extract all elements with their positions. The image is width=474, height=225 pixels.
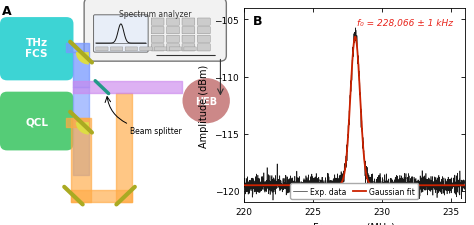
FancyBboxPatch shape: [110, 48, 123, 52]
FancyBboxPatch shape: [167, 27, 179, 35]
FancyBboxPatch shape: [182, 45, 195, 52]
FancyBboxPatch shape: [155, 48, 167, 52]
Y-axis label: Amplitude (dBm): Amplitude (dBm): [199, 64, 209, 147]
Exp. data: [456, 183, 461, 186]
Gaussian fit: [266, 184, 272, 187]
FancyBboxPatch shape: [184, 48, 196, 52]
Gaussian fit: [457, 184, 463, 187]
Gaussian fit: [434, 184, 439, 187]
FancyBboxPatch shape: [0, 92, 73, 151]
Circle shape: [182, 79, 230, 124]
Text: A: A: [2, 4, 12, 18]
Exp. data: [253, 186, 258, 188]
Line: Gaussian fit: Gaussian fit: [244, 37, 465, 185]
Text: f₀ = 228,066 ± 1 kHz: f₀ = 228,066 ± 1 kHz: [357, 19, 454, 28]
Exp. data: [415, 191, 421, 194]
Exp. data: [462, 187, 467, 190]
FancyBboxPatch shape: [197, 45, 210, 52]
FancyBboxPatch shape: [167, 36, 179, 43]
FancyBboxPatch shape: [151, 45, 164, 52]
FancyBboxPatch shape: [167, 19, 179, 26]
FancyBboxPatch shape: [84, 0, 227, 62]
FancyBboxPatch shape: [94, 16, 148, 53]
Line: Exp. data: Exp. data: [244, 29, 465, 200]
Text: B: B: [253, 15, 263, 28]
Text: Spectrum analyzer: Spectrum analyzer: [119, 10, 191, 19]
FancyBboxPatch shape: [197, 36, 210, 43]
Text: Beam splitter: Beam splitter: [130, 126, 182, 135]
Exp. data: [241, 182, 247, 184]
Wedge shape: [76, 123, 89, 135]
Legend: Exp. data, Gaussian fit: Exp. data, Gaussian fit: [290, 184, 419, 199]
FancyBboxPatch shape: [197, 19, 210, 26]
FancyBboxPatch shape: [197, 27, 210, 35]
FancyBboxPatch shape: [125, 48, 137, 52]
FancyBboxPatch shape: [96, 48, 108, 52]
Gaussian fit: [335, 184, 341, 187]
FancyBboxPatch shape: [151, 19, 164, 26]
X-axis label: Frequency (MHz): Frequency (MHz): [313, 222, 395, 225]
Exp. data: [456, 186, 461, 188]
Gaussian fit: [280, 184, 285, 187]
Text: HEB: HEB: [195, 96, 217, 106]
FancyBboxPatch shape: [151, 27, 164, 35]
Exp. data: [353, 27, 358, 30]
FancyBboxPatch shape: [0, 18, 73, 81]
Exp. data: [270, 199, 276, 202]
Gaussian fit: [326, 184, 331, 187]
FancyBboxPatch shape: [151, 36, 164, 43]
FancyBboxPatch shape: [182, 36, 195, 43]
Text: QCL: QCL: [25, 117, 48, 126]
Exp. data: [343, 160, 348, 162]
Gaussian fit: [462, 184, 467, 187]
Text: THz
FCS: THz FCS: [26, 38, 48, 59]
Exp. data: [348, 79, 354, 82]
FancyBboxPatch shape: [167, 45, 179, 52]
Gaussian fit: [241, 184, 247, 187]
FancyBboxPatch shape: [182, 19, 195, 26]
Gaussian fit: [352, 36, 358, 39]
Wedge shape: [76, 53, 89, 65]
FancyBboxPatch shape: [169, 48, 182, 52]
FancyBboxPatch shape: [140, 48, 152, 52]
FancyBboxPatch shape: [182, 27, 195, 35]
